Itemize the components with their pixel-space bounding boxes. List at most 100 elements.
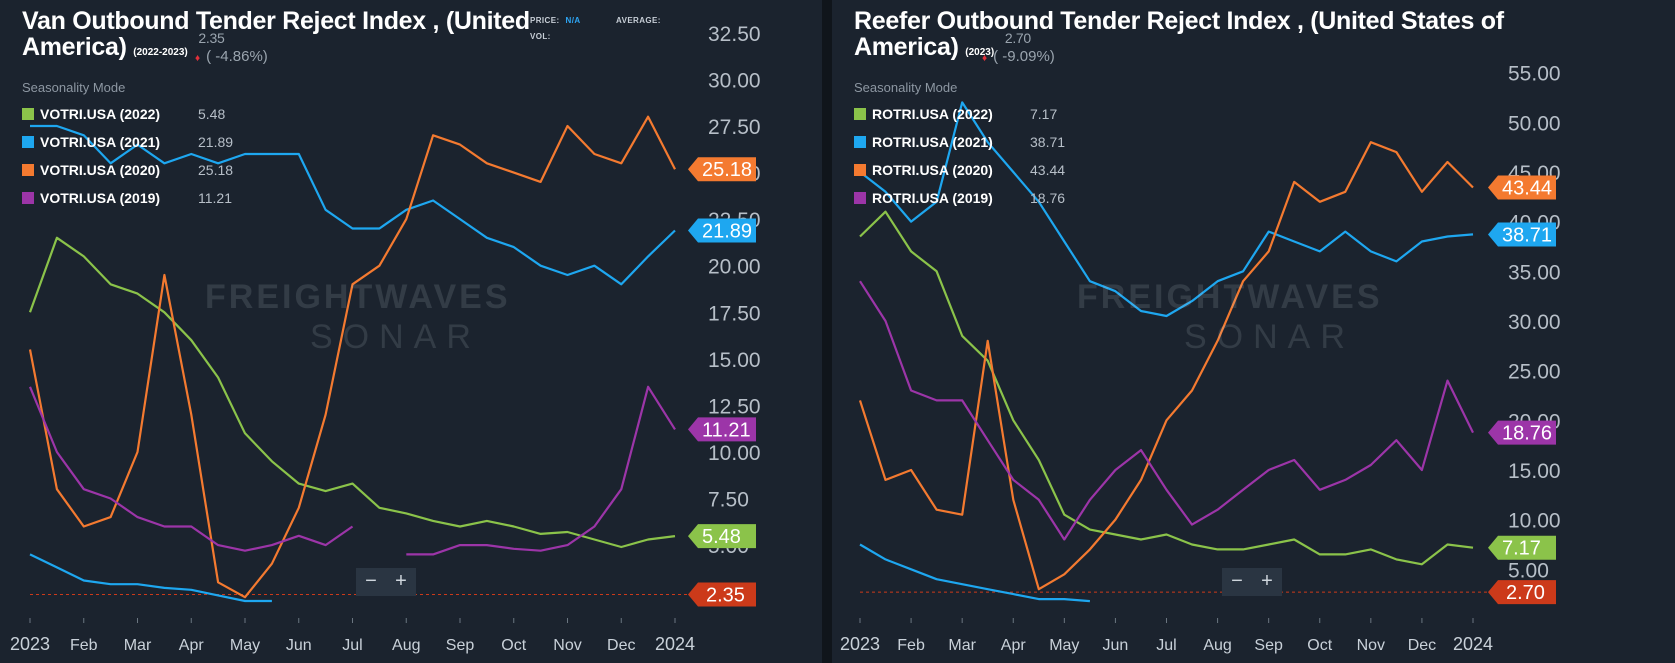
x-tick-label: 2023 bbox=[10, 634, 50, 654]
date-range: (2023) bbox=[965, 47, 995, 58]
down-arrow-icon: ♦ bbox=[195, 53, 201, 64]
x-tick-label: Jun bbox=[1103, 637, 1129, 654]
y-tick-label: 55.00 bbox=[1508, 63, 1561, 86]
x-tick-label: Aug bbox=[1203, 637, 1231, 654]
down-arrow-icon: ♦ bbox=[982, 53, 988, 64]
series-end-label: 5.48 bbox=[702, 526, 741, 548]
y-tick-label: 35.00 bbox=[1508, 261, 1561, 284]
legend-label: ROTRI.USA (2021) bbox=[872, 134, 993, 150]
legend-value: 11.21 bbox=[198, 190, 232, 206]
title-line-2: America) bbox=[22, 33, 127, 61]
x-tick-label: 2024 bbox=[655, 634, 695, 654]
legend-swatch bbox=[22, 136, 34, 148]
legend-item-2020[interactable]: ROTRI.USA (2020) 43.44 bbox=[854, 156, 1065, 184]
y-tick-label: 7.50 bbox=[708, 489, 749, 512]
average-label: AVERAGE: bbox=[616, 16, 661, 25]
series-line bbox=[28, 115, 676, 599]
zoom-in-button[interactable]: + bbox=[1261, 570, 1273, 592]
price-info: PRICE: N/A bbox=[530, 16, 581, 25]
legend-label: VOTRI.USA (2021) bbox=[40, 134, 161, 150]
watermark-freightwaves: FREIGHTWAVES bbox=[1077, 278, 1383, 316]
watermark-sonar: SONAR bbox=[1184, 318, 1355, 356]
y-tick-label: 5.00 bbox=[1508, 559, 1549, 582]
y-tick-label: 27.50 bbox=[708, 116, 761, 139]
series-line bbox=[30, 124, 676, 286]
legend-item-2020[interactable]: VOTRI.USA (2020) 25.18 bbox=[22, 156, 233, 184]
legend-item-2022[interactable]: VOTRI.USA (2022) 5.48 bbox=[22, 100, 233, 128]
change-value: ( -4.86%) bbox=[206, 48, 268, 65]
x-tick-label: May bbox=[1049, 637, 1079, 654]
y-tick-label: 30.00 bbox=[1508, 311, 1561, 334]
last-value: 2.35 bbox=[198, 30, 225, 46]
legend-label: VOTRI.USA (2022) bbox=[40, 106, 161, 122]
x-tick-label: 2023 bbox=[840, 634, 880, 654]
x-tick-label: Mar bbox=[948, 637, 976, 654]
x-tick-label: Jul bbox=[342, 637, 362, 654]
legend-value: 38.71 bbox=[1030, 134, 1066, 150]
y-tick-label: 50.00 bbox=[1508, 112, 1561, 135]
legend: ROTRI.USA (2022) 7.17 ROTRI.USA (2021) 3… bbox=[854, 100, 1065, 212]
change-indicator: ♦ ( -9.09%) bbox=[982, 48, 1055, 65]
legend-label: ROTRI.USA (2019) bbox=[872, 190, 993, 206]
legend: VOTRI.USA (2022) 5.48 VOTRI.USA (2021) 2… bbox=[22, 100, 233, 212]
x-tick-label: Jun bbox=[286, 637, 312, 654]
series-end-label: 43.44 bbox=[1502, 177, 1552, 199]
legend-value: 7.17 bbox=[1030, 106, 1058, 122]
title-line-2: America) bbox=[854, 33, 959, 61]
zoom-in-button[interactable]: + bbox=[395, 570, 407, 592]
series-end-label: 18.76 bbox=[1502, 423, 1552, 445]
zoom-out-button[interactable]: − bbox=[1231, 570, 1243, 592]
y-tick-label: 32.50 bbox=[708, 23, 761, 46]
series-end-label: 11.21 bbox=[702, 419, 751, 441]
series-line bbox=[28, 236, 676, 549]
series-end-tag bbox=[1488, 535, 1556, 560]
current-value-tag bbox=[688, 582, 756, 607]
series-end-label: 7.17 bbox=[1502, 538, 1541, 560]
vol-label: VOL: bbox=[530, 32, 551, 41]
x-tick-label: May bbox=[230, 637, 260, 654]
series-end-label: 25.18 bbox=[702, 159, 752, 181]
x-tick-label: Sep bbox=[446, 637, 475, 654]
legend-swatch bbox=[22, 108, 34, 120]
series-end-tag bbox=[688, 417, 756, 442]
series-line bbox=[859, 101, 1474, 318]
legend-value: 18.76 bbox=[1030, 190, 1066, 206]
last-value: 2.70 bbox=[1004, 30, 1031, 46]
reefer-chart-panel: 2023 Feb Mar Apr May Jun Jul Aug Sep Oct Nov Dec 202… bbox=[832, 0, 1675, 663]
zoom-controls: − + bbox=[1222, 568, 1282, 596]
y-tick-label: 12.50 bbox=[708, 395, 761, 418]
legend-swatch bbox=[22, 192, 34, 204]
series-line bbox=[859, 543, 1090, 603]
title-line-1: Reefer Outbound Tender Reject Index , (U… bbox=[854, 7, 1504, 35]
legend-value: 21.89 bbox=[198, 134, 234, 150]
current-value-label: 2.70 bbox=[1506, 582, 1545, 604]
y-tick-label: 10.00 bbox=[708, 442, 761, 465]
legend-label: ROTRI.USA (2020) bbox=[872, 162, 993, 178]
y-tick-label: 25.00 bbox=[1508, 361, 1561, 384]
series-end-label: 38.71 bbox=[1502, 224, 1552, 246]
legend-item-2019[interactable]: ROTRI.USA (2019) 18.76 bbox=[854, 184, 1065, 212]
watermark-sonar: SONAR bbox=[310, 318, 481, 356]
legend-item-2021[interactable]: VOTRI.USA (2021) 21.89 bbox=[22, 128, 233, 156]
chart-title: Van Outbound Tender Reject Index , (Unit… bbox=[22, 8, 542, 66]
series-line bbox=[859, 280, 1474, 541]
y-tick-label: 10.00 bbox=[1508, 510, 1561, 533]
series-line bbox=[859, 210, 1474, 566]
legend-swatch bbox=[22, 164, 34, 176]
vol-info: VOL: bbox=[530, 32, 551, 41]
legend-value: 5.48 bbox=[198, 106, 226, 122]
x-tick-label: Oct bbox=[1307, 637, 1332, 654]
x-tick-label: Nov bbox=[1357, 637, 1385, 654]
x-tick-label: Apr bbox=[179, 637, 205, 654]
x-tick-label: Feb bbox=[70, 637, 98, 654]
x-tick-label: Aug bbox=[392, 637, 420, 654]
legend-item-2019[interactable]: VOTRI.USA (2019) 11.21 bbox=[22, 184, 233, 212]
legend-swatch bbox=[854, 164, 866, 176]
legend-swatch bbox=[854, 192, 866, 204]
zoom-out-button[interactable]: − bbox=[365, 570, 377, 592]
legend-item-2021[interactable]: ROTRI.USA (2021) 38.71 bbox=[854, 128, 1065, 156]
legend-item-2022[interactable]: ROTRI.USA (2022) 7.17 bbox=[854, 100, 1065, 128]
watermark-freightwaves: FREIGHTWAVES bbox=[205, 278, 511, 316]
current-value-tag bbox=[1488, 580, 1556, 605]
change-value: ( -9.09%) bbox=[993, 48, 1055, 65]
